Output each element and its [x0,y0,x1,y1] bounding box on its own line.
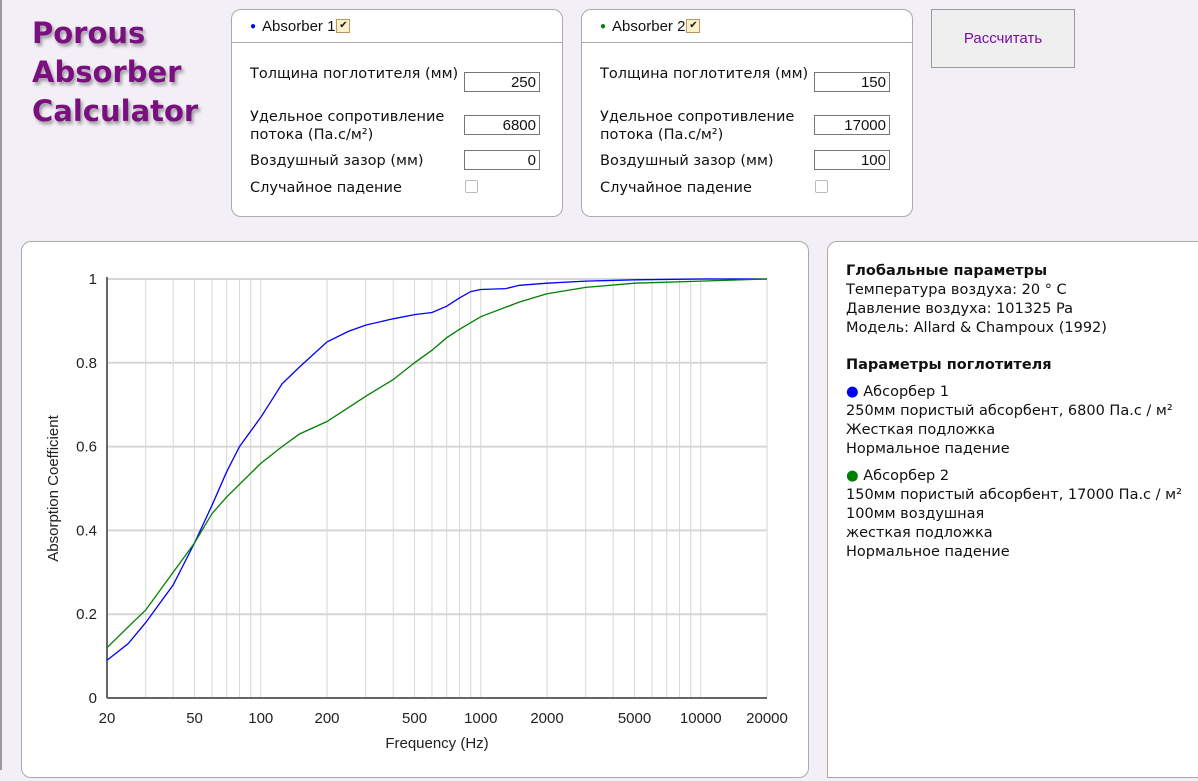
x-tick-label: 10000 [680,710,722,727]
absorber-1-enable-checkbox[interactable]: ✔ [336,19,351,33]
random-incidence-label: Случайное падение [250,180,402,196]
info-absorber-name: Абсорбер 1 [863,384,950,400]
info-line: жесткая подложка [846,525,993,541]
y-tick-label: 0.2 [76,606,97,623]
absorber-2-enable-checkbox[interactable]: ✔ [686,19,701,33]
series-line-absorber-1 [106,278,767,661]
absorber-2-resistivity-input[interactable]: 17000 [814,115,890,135]
info-line: Нормальное падение [846,441,1010,457]
y-tick-label: 0.4 [76,522,97,539]
x-tick-label: 200 [314,710,339,727]
x-tick-label: 50 [186,710,203,727]
absorption-chart: 0 0.2 0.4 0.6 0.8 1 20 50 100 200 500 1000 2000 5000 1… [45,271,788,752]
absorber-2-airgap-input[interactable]: 100 [814,150,890,170]
x-tick-label: 5000 [618,710,651,727]
absorber-1-header: ● Absorber 1 ✔ [232,10,562,43]
series-line-absorber-2 [106,278,768,649]
blue-dot-icon: ● [846,384,859,400]
blue-dot-icon: ● [250,20,257,32]
green-dot-icon: ● [846,468,859,484]
absorber-1-panel: ● Absorber 1 ✔ Толщина поглотителя (мм) … [231,9,563,217]
airgap-label: Воздушный зазор (мм) [600,153,774,169]
absorber-params-heading: Параметры поглотителя [846,357,1052,373]
logo-line: Porous [32,16,146,50]
x-tick-label: 1000 [464,710,497,727]
app-logo: Porous Absorber Calculator [32,14,198,131]
info-line: 100мм воздушная [846,506,985,522]
y-tick-label: 1 [89,271,97,288]
info-line: Жесткая подложка [846,422,996,438]
x-tick-label: 500 [402,710,427,727]
green-dot-icon: ● [600,20,607,32]
resistivity-label: Удельное сопротивление потока (Па.с/м²) [600,109,795,143]
airgap-label: Воздушный зазор (мм) [250,153,424,169]
x-axis-label: Frequency (Hz) [385,735,488,752]
window-border [0,0,2,770]
info-line: Нормальное падение [846,544,1010,560]
info-absorber-name: Абсорбер 2 [863,468,950,484]
info-absorber-2: ● Абсорбер 2 150мм пористый абсорбент, 1… [846,467,1191,562]
absorber-2-header: ● Absorber 2 ✔ [582,10,912,43]
random-incidence-label: Случайное падение [600,180,752,196]
absorber-2-random-incidence-checkbox[interactable] [815,180,828,193]
thickness-label: Толщина поглотителя (мм) [600,66,809,82]
absorber-1-airgap-input[interactable]: 0 [464,150,540,170]
calculate-button[interactable]: Рассчитать [931,9,1075,68]
absorber-2-panel: ● Absorber 2 ✔ Толщина поглотителя (мм) … [581,9,913,217]
logo-line: Calculator [32,94,199,128]
x-tick-label: 20000 [746,710,788,727]
model-text: Модель: Allard & Champoux (1992) [846,320,1107,336]
pressure-text: Давление воздуха: 101325 Pa [846,301,1074,317]
y-tick-label: 0.6 [76,439,97,456]
x-tick-label: 100 [248,710,273,727]
absorber-2-thickness-input[interactable]: 150 [814,72,890,92]
absorber-1-title: Absorber 1 [262,17,336,35]
y-axis-label: Absorption Coefficient [45,414,62,561]
absorber-1-resistivity-input[interactable]: 6800 [464,115,540,135]
x-tick-label: 2000 [530,710,563,727]
absorber-1-thickness-input[interactable]: 250 [464,72,540,92]
resistivity-label: Удельное сопротивление потока (Па.с/м²) [250,109,445,143]
logo-line: Absorber [32,55,182,89]
info-absorber-1: ● Абсорбер 1 250мм пористый абсорбент, 6… [846,383,1191,459]
x-tick-label: 20 [99,710,116,727]
global-params-heading: Глобальные параметры [846,263,1048,279]
chart-panel: 0 0.2 0.4 0.6 0.8 1 20 50 100 200 500 1000 2000 5000 1… [21,241,809,778]
y-tick-label: 0.8 [76,355,97,372]
absorber-1-random-incidence-checkbox[interactable] [465,180,478,193]
info-panel: Глобальные параметры Температура воздуха… [827,241,1198,778]
thickness-label: Толщина поглотителя (мм) [250,66,459,82]
absorber-2-title: Absorber 2 [612,17,686,35]
info-line: 250мм пористый абсорбент, 6800 Па.с / м² [846,403,1173,419]
info-line: 150мм пористый абсорбент, 17000 Па.с / м… [846,487,1182,503]
y-tick-label: 0 [89,690,97,707]
temperature-text: Температура воздуха: 20 ° C [846,282,1067,298]
